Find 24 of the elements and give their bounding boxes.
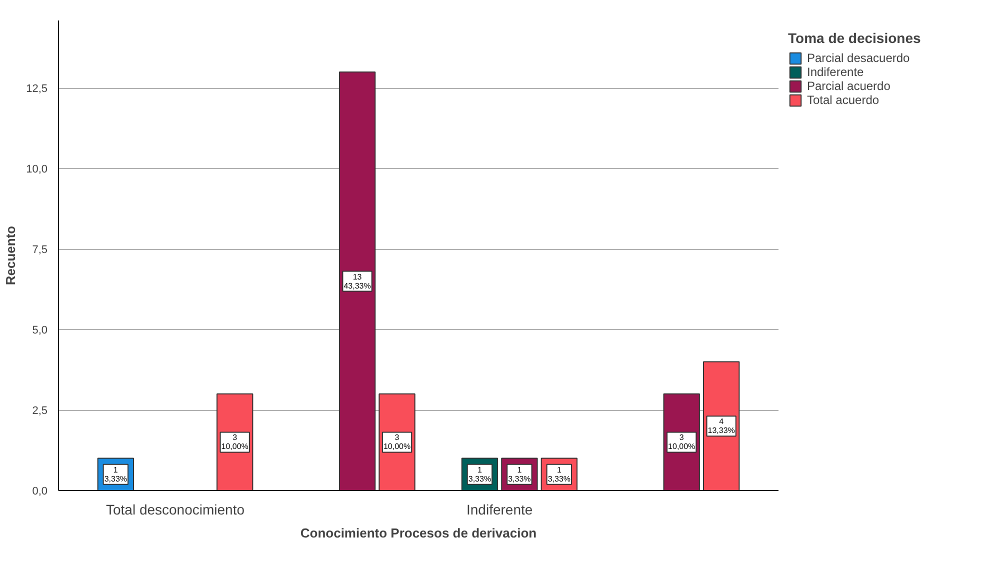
legend-label: Parcial acuerdo	[807, 79, 890, 93]
data-label: 4 13,33%	[708, 417, 735, 436]
y-tick-label: 7,5	[32, 244, 48, 256]
data-label: 1 3,33%	[508, 465, 531, 484]
data-label: 3 10,00%	[383, 433, 411, 452]
data-label: 1 3,33%	[548, 465, 571, 484]
data-label: 13 43,33%	[344, 272, 371, 290]
bar	[338, 72, 376, 490]
x-tick-label: Total desconocimiento	[106, 502, 245, 518]
legend-label: Parcial desacuerdo	[807, 51, 910, 65]
y-tick-label: 10,0	[26, 164, 48, 176]
legend-label: Indiferente	[807, 65, 864, 79]
y-axis-title: Recuento	[3, 226, 18, 286]
y-tick-label: 0,0	[32, 486, 48, 498]
data-label: 3 10,00%	[668, 433, 696, 452]
y-tick-label: 12,5	[26, 83, 48, 96]
data-label: 3 10,00%	[221, 433, 248, 452]
y-tick-label: 2,5	[32, 405, 48, 418]
data-label: 1 3,33%	[104, 465, 128, 484]
legend-title: Toma de decisiones	[788, 30, 921, 46]
data-label: 1 3,33%	[468, 465, 492, 484]
legend-label: Total acuerdo	[807, 93, 880, 107]
x-axis-title: Conocimiento Procesos de derivacion	[300, 526, 537, 540]
y-tick-label: 5,0	[32, 324, 48, 337]
